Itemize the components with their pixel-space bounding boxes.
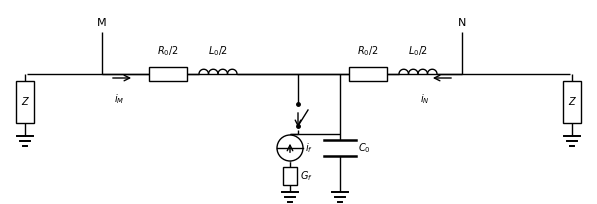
Bar <box>149 67 187 81</box>
Bar <box>349 67 387 81</box>
Text: M: M <box>97 18 107 28</box>
Bar <box>563 81 581 123</box>
Bar <box>16 81 34 123</box>
Text: $i_f$: $i_f$ <box>305 141 313 155</box>
Text: $i_N$: $i_N$ <box>420 92 430 106</box>
Text: $i_M$: $i_M$ <box>114 92 124 106</box>
Text: $L_0/2$: $L_0/2$ <box>408 44 428 58</box>
Text: $G_f$: $G_f$ <box>300 169 313 183</box>
Text: $L_0/2$: $L_0/2$ <box>208 44 228 58</box>
Bar <box>283 167 297 185</box>
Text: Z: Z <box>21 97 28 107</box>
Text: $C_0$: $C_0$ <box>358 141 371 155</box>
Circle shape <box>277 135 303 161</box>
Text: N: N <box>458 18 466 28</box>
Text: $R_0/2$: $R_0/2$ <box>157 44 179 58</box>
Text: Z: Z <box>569 97 576 107</box>
Text: $R_0/2$: $R_0/2$ <box>357 44 378 58</box>
